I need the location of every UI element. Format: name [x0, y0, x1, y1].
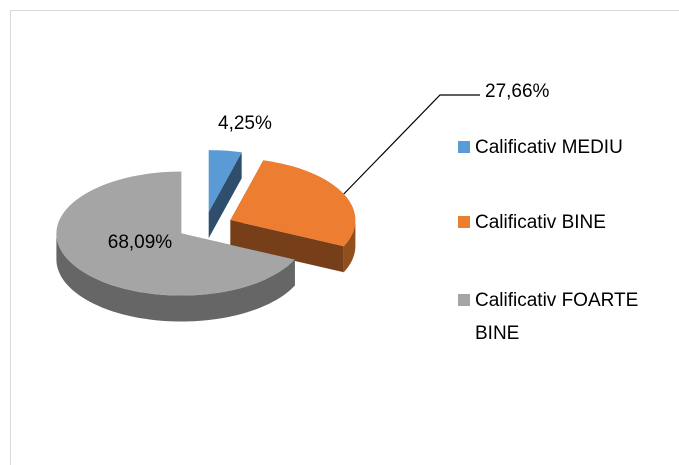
- data-label: 68,09%: [108, 232, 173, 253]
- slice-side: [56, 233, 295, 322]
- legend-swatch: [458, 294, 470, 306]
- slice: [230, 160, 356, 247]
- legend-swatch: [458, 141, 470, 153]
- chart-border: [10, 10, 679, 465]
- legend-swatch: [458, 216, 470, 228]
- slice-wall: [208, 152, 242, 239]
- slice: [208, 150, 242, 213]
- legend-label: Calificativ FOARTE BINE: [475, 290, 639, 344]
- legend-label: Calificativ MEDIU: [475, 137, 623, 158]
- leader-line: [343, 94, 480, 195]
- data-label: 27,66%: [485, 81, 550, 102]
- slice-wall: [230, 220, 344, 273]
- slice: [56, 171, 295, 296]
- data-label: 4,25%: [218, 113, 272, 134]
- slice-side: [343, 220, 356, 273]
- legend-label: Calificativ BINE: [475, 212, 606, 233]
